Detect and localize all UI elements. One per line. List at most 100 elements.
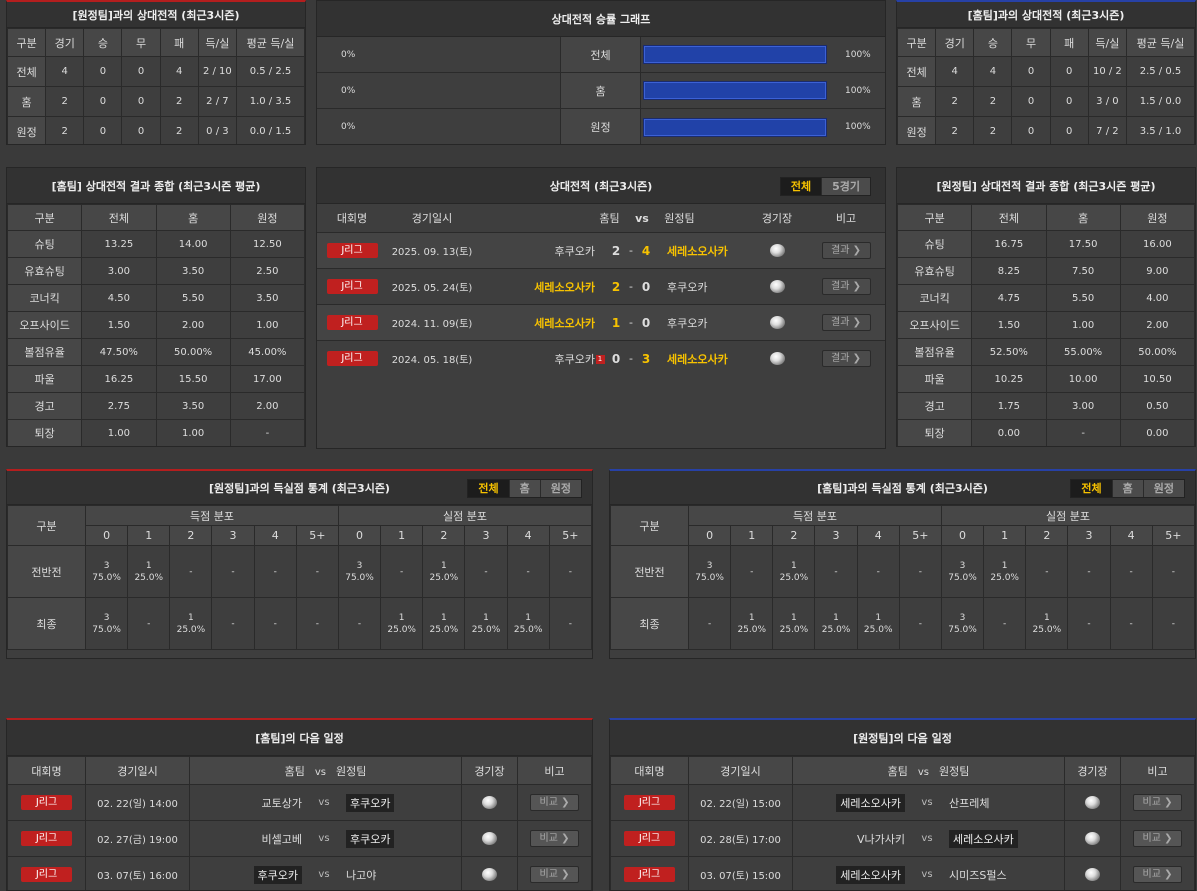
dist-cell: -: [211, 545, 255, 598]
dist-count: 1: [748, 612, 755, 623]
bucket-header: 4: [253, 525, 297, 546]
table-row: 파울 16.25 15.50 17.00: [7, 365, 305, 393]
tab-away[interactable]: 원정: [1142, 480, 1184, 497]
dist-cell: 3 75.0%: [337, 545, 382, 598]
col-header: 경기장: [1064, 756, 1121, 785]
result-button[interactable]: 결과 ❯: [821, 314, 871, 331]
summary-home-title: [홈팀] 상대전적 결과 종합 (최근3시즌 평균): [7, 168, 305, 204]
tab-home[interactable]: 홈: [508, 480, 540, 497]
compare-button[interactable]: 비교 ❯: [1133, 866, 1182, 883]
result-button[interactable]: 결과 ❯: [821, 242, 871, 259]
table-row: J리그 03. 07(토) 16:00 후쿠오카 vs 나고야 비교 ❯: [7, 856, 592, 890]
home-team: 비셀고베: [261, 832, 302, 846]
home-score: 2: [611, 243, 621, 258]
goal-stats-home-title-text: [홈팀]과의 득실점 통계 (최근3시즌): [817, 481, 988, 495]
stadium-ball-icon: [1085, 868, 1100, 881]
dist-cell: -: [1109, 597, 1153, 650]
dist-cell: 1 25.0%: [422, 597, 466, 650]
bucket-header: 3: [814, 525, 858, 546]
match-date: 02. 22(일) 15:00: [688, 784, 793, 821]
table-row: 파울 10.25 10.00 10.50: [897, 365, 1195, 393]
away-team: 세레소오사카: [667, 352, 728, 366]
dist-cell: 3 75.0%: [84, 597, 129, 650]
dist-count: 3: [356, 560, 363, 571]
table-row: 유효슈팅 3.00 3.50 2.50: [7, 257, 305, 285]
compare-button[interactable]: 비교 ❯: [1133, 830, 1182, 847]
dist-count: -: [315, 566, 319, 577]
tab-home[interactable]: 홈: [1111, 480, 1143, 497]
dist-cell: 3 75.0%: [687, 545, 732, 598]
col-header: 득/실: [197, 28, 238, 57]
dist-cell: -: [253, 545, 297, 598]
summary-away-table: 구분 전체 홈 원정 슈팅 16.75 17.50 16.00 유효슈팅 8.25 7.50 9.…: [897, 204, 1195, 446]
score-dash: -: [629, 316, 633, 329]
result-button[interactable]: 결과 ❯: [821, 278, 871, 295]
home-team: 후쿠오카: [554, 244, 595, 258]
stadium-ball-icon: [1085, 832, 1100, 845]
dist-pct: 75.0%: [695, 572, 724, 583]
goal-grid-table: 구분 득점 분포 실점 분포 0 1 2 3 4 5+ 0 1 2 3 4 5+ 전반전 3 75.0% 1 25.0…: [7, 505, 592, 650]
bucket-header: 4: [1109, 525, 1153, 546]
result-button[interactable]: 결과 ❯: [821, 350, 871, 367]
dist-cell: 3 75.0%: [940, 545, 985, 598]
dist-cell: -: [548, 597, 592, 650]
bucket-header: 3: [1067, 525, 1111, 546]
league-badge: J리그: [21, 831, 72, 846]
dist-cell: -: [687, 597, 732, 650]
col-header: 패: [159, 28, 199, 57]
win-bar: [643, 45, 827, 64]
dist-cell: 1 25.0%: [772, 597, 816, 650]
stadium-ball-icon: [769, 316, 785, 330]
dist-cell: -: [1109, 545, 1153, 598]
vs-label: vs: [318, 869, 330, 880]
table-row: 최종 -1 25.0% 1 25.0% 1 25.0% 1 25.0% -3 75.0% -1 25.0…: [610, 597, 1195, 650]
dist-cell: -: [211, 597, 255, 650]
tab-all[interactable]: 전체: [1071, 480, 1112, 497]
compare-button[interactable]: 비교 ❯: [530, 794, 579, 811]
h2h-away-panel: [원정팀]과의 상대전적 (최근3시즌) 구분 경기 승 무 패 득/실 평균 …: [6, 0, 306, 145]
league-badge: J리그: [326, 351, 378, 366]
match-date: 2024. 05. 18(토): [391, 355, 473, 366]
dist-count: -: [1171, 618, 1175, 629]
bucket-header: 5+: [898, 525, 942, 546]
bucket-header: 0: [337, 525, 382, 546]
next-schedule-away-panel: [원정팀]의 다음 일정 대회명 경기일시 홈팀 vs 원정팀 경기장 비고 J리그 02. 2…: [609, 718, 1196, 891]
match-rows: J리그 2025. 09. 13(토) 후쿠오카 2-4 세레소오사카 결과 ❯ J리그 2…: [317, 232, 885, 376]
dist-pct: 25.0%: [779, 624, 809, 635]
table-row: 슈팅 13.25 14.00 12.50: [7, 230, 305, 258]
col-header: 홈: [155, 204, 231, 231]
col-header: 구분: [7, 28, 47, 57]
table-row: 퇴장 0.00-0.00: [897, 419, 1195, 446]
dist-cell: 3 75.0%: [940, 597, 985, 650]
right-pct: 100%: [845, 85, 871, 96]
dist-count: -: [273, 618, 277, 629]
compare-button[interactable]: 비교 ❯: [1133, 794, 1182, 811]
dist-cell: -: [1151, 597, 1195, 650]
compare-button[interactable]: 비교 ❯: [530, 866, 579, 883]
bucket-header: 1: [380, 525, 424, 546]
tab-last-5[interactable]: 5경기: [821, 178, 870, 195]
team-chip: 후쿠오카: [346, 829, 395, 848]
schedule-table: 대회명 경기일시 홈팀 vs 원정팀 경기장 비고 J리그 02. 22(일) 15:00 세레소…: [610, 756, 1195, 890]
tab-away[interactable]: 원정: [539, 480, 581, 497]
tab-all[interactable]: 전체: [468, 480, 509, 497]
stadium-ball-icon: [769, 352, 785, 366]
row-label: 전반전: [610, 545, 689, 598]
compare-button[interactable]: 비교 ❯: [530, 830, 579, 847]
next-schedule-away-title: [원정팀]의 다음 일정: [610, 720, 1195, 756]
tab-all[interactable]: 전체: [780, 178, 822, 195]
col-header: 경기일시: [688, 756, 793, 785]
dist-count: -: [1129, 618, 1133, 629]
dist-cell: 1 25.0%: [983, 545, 1027, 598]
score-dash: -: [629, 280, 633, 293]
summary-away-title: [원정팀] 상대전적 결과 종합 (최근3시즌 평균): [897, 168, 1195, 204]
dist-count: -: [147, 618, 151, 629]
dist-cell: -: [506, 545, 550, 598]
dist-count: -: [526, 566, 530, 577]
dist-count: -: [834, 566, 838, 577]
bucket-header: 4: [506, 525, 550, 546]
left-pct: 0%: [341, 85, 356, 96]
table-row: 퇴장 1.00 1.00-: [7, 419, 305, 446]
match-date: 02. 28(토) 17:00: [688, 820, 793, 857]
